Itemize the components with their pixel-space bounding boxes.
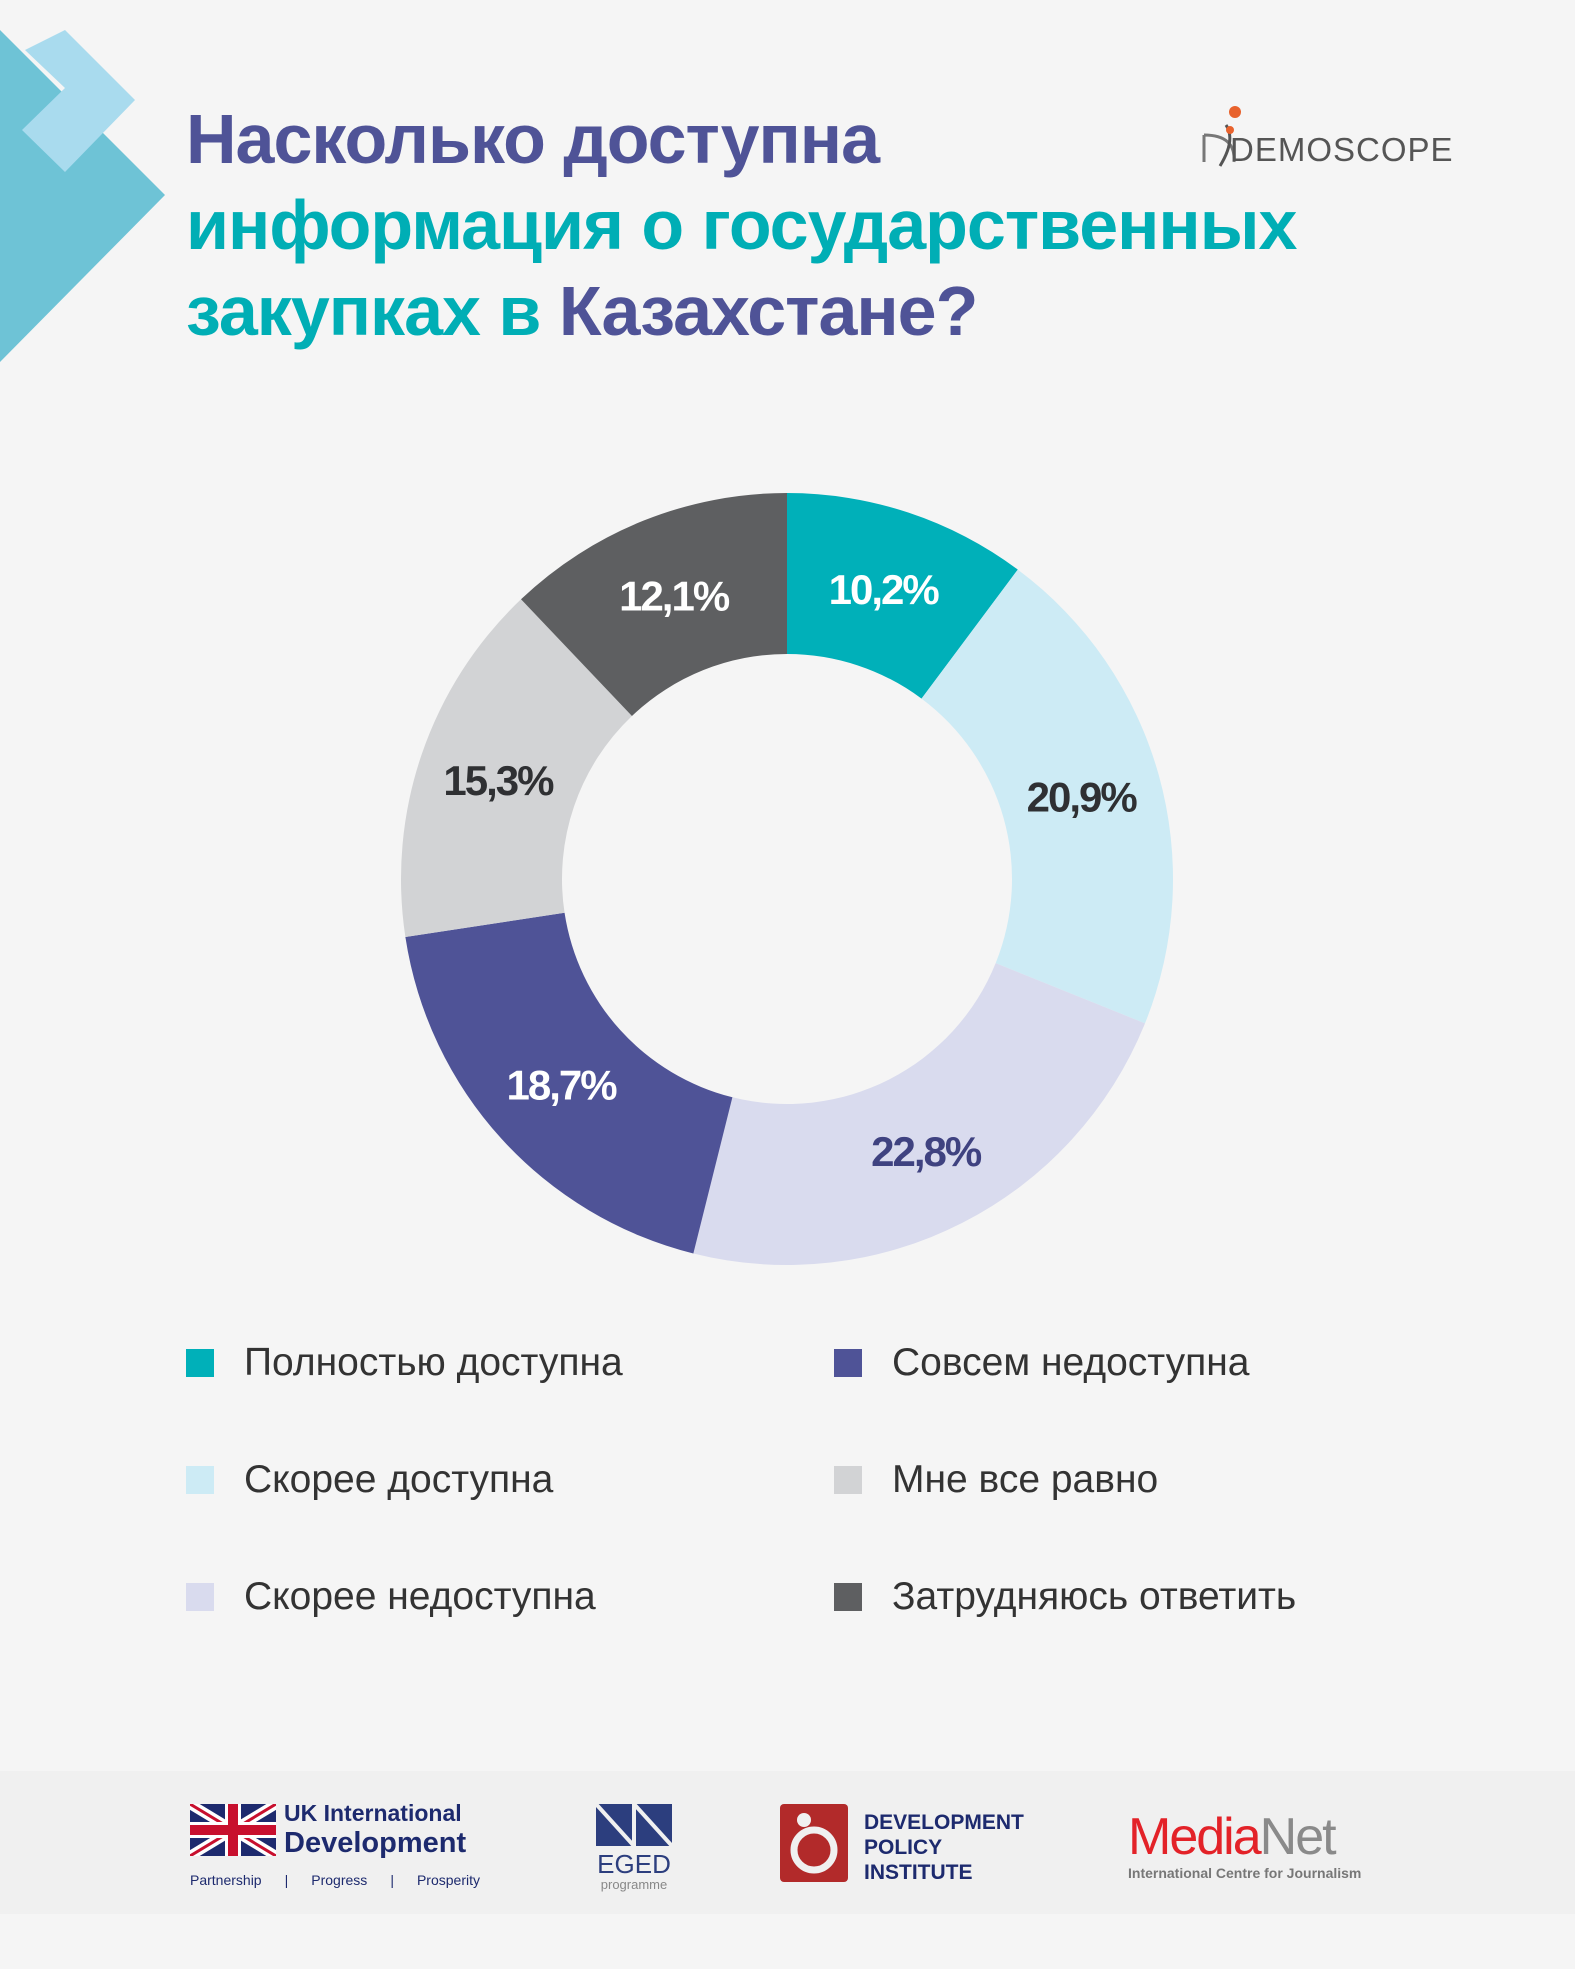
legend-swatch [834, 1466, 862, 1494]
eged-logo: EGED programme [594, 1802, 674, 1892]
page-title: Насколько доступна информация о государс… [186, 100, 1297, 350]
legend-label: Скорее недоступна [244, 1575, 596, 1618]
data-label: 12,1% [619, 572, 730, 619]
data-label: 15,3% [443, 757, 554, 804]
legend-swatch [186, 1349, 214, 1377]
legend-item: Скорее недоступна [186, 1575, 596, 1619]
legend-label: Затрудняюсь ответить [892, 1575, 1297, 1618]
legend-item: Затрудняюсь ответить [834, 1575, 1296, 1619]
legend-label: Полностью доступна [244, 1341, 623, 1384]
legend-swatch [186, 1583, 214, 1611]
uk-international-development-logo: UK International Development Partnership… [187, 1799, 480, 1888]
donut-slice [405, 912, 733, 1254]
legend-label: Совсем недоступна [892, 1341, 1250, 1384]
legend-label: Скорее доступна [244, 1458, 554, 1501]
medianet-logo: MediaNet International Centre for Journa… [1128, 1808, 1362, 1881]
donut-slice [787, 493, 1018, 699]
legend-label: Мне все равно [892, 1458, 1159, 1501]
development-policy-institute-logo: DEVELOPMENT POLICY INSTITUTE [780, 1804, 1024, 1887]
decorative-chevrons [0, 30, 165, 362]
legend-swatch [186, 1466, 214, 1494]
demoscope-logo: DEMOSCOPE [1190, 100, 1453, 185]
donut-slice [521, 493, 787, 716]
donut-chart: 10,2% 20,9% 22,8% 18,7% 15,3% 12,1% [400, 493, 1173, 1265]
partner-logos: UK International Development Partnership… [0, 1771, 1575, 1914]
donut-slice [400, 599, 632, 937]
legend-swatch [834, 1349, 862, 1377]
donut-slice [921, 569, 1173, 1024]
data-label: 20,9% [1027, 774, 1138, 821]
data-label: 22,8% [871, 1128, 982, 1175]
legend-item: Скорее доступна [186, 1458, 553, 1502]
legend-item: Мне все равно [834, 1458, 1158, 1502]
legend-item: Полностью доступна [186, 1341, 623, 1385]
donut-slice [693, 963, 1145, 1265]
union-flag-icon [187, 1799, 279, 1861]
legend-swatch [834, 1583, 862, 1611]
legend-item: Совсем недоступна [834, 1341, 1249, 1385]
data-label: 10,2% [829, 566, 940, 613]
data-label: 18,7% [506, 1062, 617, 1109]
